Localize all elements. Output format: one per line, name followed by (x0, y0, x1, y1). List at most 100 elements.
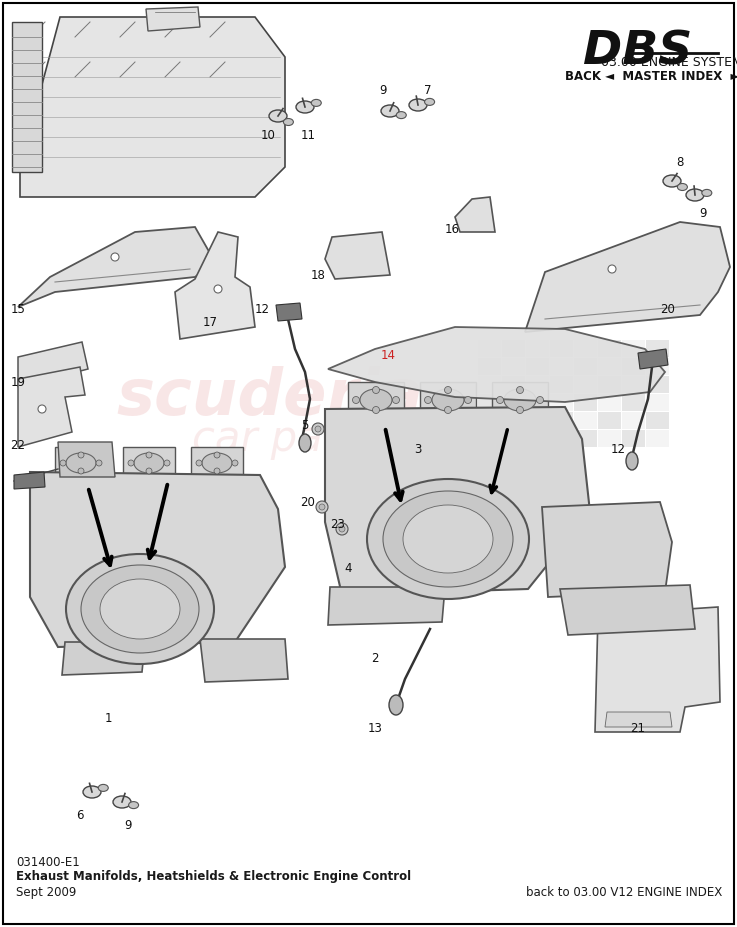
Text: 7: 7 (425, 84, 432, 97)
Circle shape (96, 460, 102, 466)
Ellipse shape (504, 389, 536, 411)
Polygon shape (191, 447, 243, 479)
Bar (622, 358, 645, 375)
Text: 22: 22 (10, 438, 26, 451)
Text: 2: 2 (371, 653, 379, 666)
Circle shape (78, 452, 84, 458)
Ellipse shape (83, 786, 101, 798)
Ellipse shape (608, 265, 616, 273)
Text: 3: 3 (414, 442, 422, 455)
Bar (502, 412, 525, 429)
Text: 12: 12 (254, 302, 270, 315)
Bar (574, 412, 597, 429)
Text: 11: 11 (301, 129, 315, 142)
Circle shape (78, 468, 84, 474)
Ellipse shape (389, 695, 403, 715)
Ellipse shape (311, 99, 321, 107)
Polygon shape (18, 342, 88, 387)
Polygon shape (542, 502, 672, 597)
Text: 17: 17 (203, 315, 217, 328)
Text: scuderia: scuderia (116, 366, 424, 428)
Bar (502, 358, 525, 375)
Ellipse shape (686, 189, 704, 201)
Bar (502, 430, 525, 447)
Polygon shape (455, 197, 495, 232)
Text: 18: 18 (310, 269, 326, 282)
Polygon shape (123, 447, 175, 479)
Circle shape (444, 407, 452, 413)
Bar (478, 430, 501, 447)
Text: 6: 6 (76, 809, 84, 822)
Ellipse shape (128, 802, 139, 808)
Bar (550, 430, 573, 447)
Bar (598, 340, 621, 357)
Polygon shape (62, 642, 145, 675)
Text: 21: 21 (630, 722, 646, 735)
Ellipse shape (66, 554, 214, 664)
Circle shape (336, 523, 348, 535)
Text: 23: 23 (331, 518, 346, 531)
Text: Exhaust Manifolds, Heatshields & Electronic Engine Control: Exhaust Manifolds, Heatshields & Electro… (16, 870, 411, 883)
Ellipse shape (100, 579, 180, 639)
Ellipse shape (38, 405, 46, 413)
Bar (574, 430, 597, 447)
Ellipse shape (214, 285, 222, 293)
Polygon shape (605, 712, 672, 727)
Polygon shape (55, 447, 107, 479)
Text: car parts: car parts (192, 418, 378, 460)
Ellipse shape (284, 119, 293, 125)
Polygon shape (30, 472, 285, 647)
Polygon shape (560, 585, 695, 635)
Ellipse shape (299, 434, 311, 452)
Circle shape (372, 387, 380, 393)
Polygon shape (328, 587, 445, 625)
Ellipse shape (98, 784, 108, 792)
Bar (574, 358, 597, 375)
Circle shape (164, 460, 170, 466)
Bar (622, 412, 645, 429)
Ellipse shape (626, 452, 638, 470)
Polygon shape (492, 382, 548, 417)
Polygon shape (328, 327, 665, 402)
Bar (526, 376, 549, 393)
Bar (622, 394, 645, 411)
Bar (622, 430, 645, 447)
Text: 03.00 ENGINE SYSTEM: 03.00 ENGINE SYSTEM (601, 56, 737, 69)
Polygon shape (595, 607, 720, 732)
Polygon shape (12, 22, 42, 172)
Circle shape (444, 387, 452, 393)
Polygon shape (420, 382, 476, 417)
Circle shape (214, 452, 220, 458)
Bar (574, 376, 597, 393)
Circle shape (232, 460, 238, 466)
Bar (646, 340, 669, 357)
Bar (646, 430, 669, 447)
Polygon shape (14, 472, 45, 489)
Text: Sept 2009: Sept 2009 (16, 886, 77, 899)
Text: 9: 9 (380, 84, 387, 97)
Ellipse shape (113, 796, 131, 808)
Polygon shape (276, 303, 302, 321)
Bar (526, 430, 549, 447)
Polygon shape (200, 639, 288, 682)
Bar (526, 340, 549, 357)
Bar (646, 376, 669, 393)
Bar (478, 358, 501, 375)
Text: 9: 9 (125, 819, 132, 832)
Text: 13: 13 (368, 722, 383, 735)
Ellipse shape (66, 453, 96, 473)
Polygon shape (146, 7, 200, 31)
Ellipse shape (360, 389, 392, 411)
Bar (574, 394, 597, 411)
Text: 4: 4 (344, 563, 352, 576)
Text: 16: 16 (444, 222, 459, 235)
Circle shape (393, 397, 399, 403)
Ellipse shape (677, 184, 688, 191)
Ellipse shape (296, 101, 314, 113)
Ellipse shape (81, 565, 199, 653)
Bar (646, 358, 669, 375)
Bar (622, 340, 645, 357)
Ellipse shape (409, 99, 427, 111)
Bar (598, 412, 621, 429)
Circle shape (316, 501, 328, 513)
